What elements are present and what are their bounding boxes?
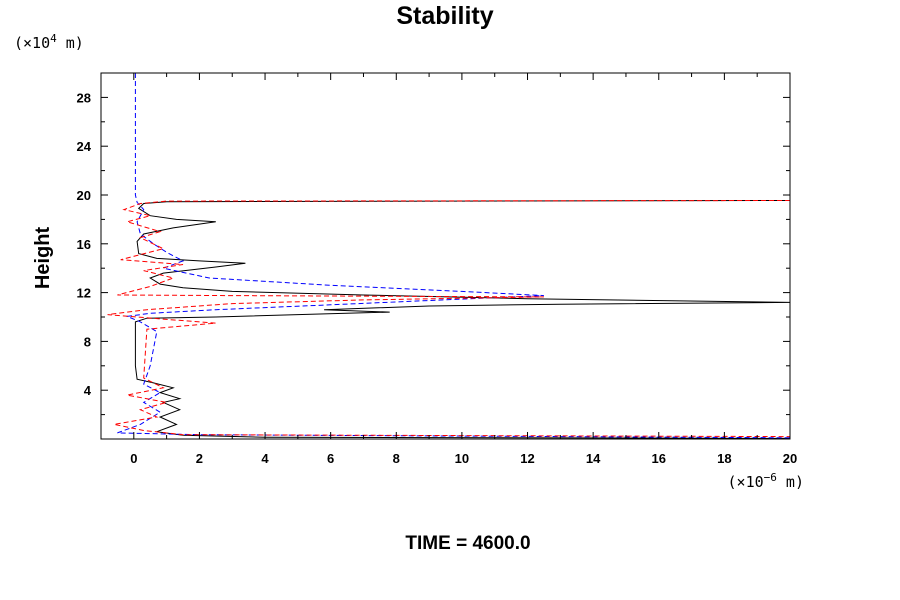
y-tick-label: 8 bbox=[84, 334, 91, 349]
y-tick-label: 4 bbox=[84, 383, 92, 398]
y-tick-label: 16 bbox=[77, 237, 91, 252]
x-tick-label: 14 bbox=[586, 451, 601, 466]
x-tick-label: 12 bbox=[520, 451, 534, 466]
x-axis: 0 2 4 6 8 10 12 14 16 18 20 bbox=[100, 73, 797, 466]
plot-frame bbox=[100, 72, 791, 440]
series-line-3 bbox=[107, 200, 790, 438]
x-unit-label: (×10−6 m) bbox=[728, 471, 804, 491]
y-tick-label: 28 bbox=[77, 90, 91, 105]
x-tick-label: 20 bbox=[783, 451, 797, 466]
y-tick-label: 24 bbox=[77, 139, 92, 154]
chart-title: Stability bbox=[396, 2, 493, 30]
x-tick-label: 6 bbox=[327, 451, 334, 466]
y-axis: 4 8 12 16 20 24 28 bbox=[77, 90, 790, 416]
series-layer bbox=[107, 73, 790, 439]
y-axis-title: Height bbox=[32, 227, 54, 290]
x-tick-label: 4 bbox=[261, 451, 269, 466]
x-tick-label: 0 bbox=[130, 451, 137, 466]
series-line-2 bbox=[117, 73, 790, 439]
x-tick-label: 10 bbox=[455, 451, 469, 466]
y-tick-label: 12 bbox=[77, 286, 91, 301]
x-tick-label: 18 bbox=[717, 451, 731, 466]
x-tick-label: 2 bbox=[196, 451, 203, 466]
y-unit-label: (×104 m) bbox=[14, 32, 84, 52]
time-label: TIME = 4600.0 bbox=[405, 533, 530, 554]
x-tick-label: 8 bbox=[393, 451, 400, 466]
series-line-1 bbox=[134, 200, 790, 439]
y-tick-label: 20 bbox=[77, 188, 91, 203]
x-tick-label: 16 bbox=[652, 451, 666, 466]
